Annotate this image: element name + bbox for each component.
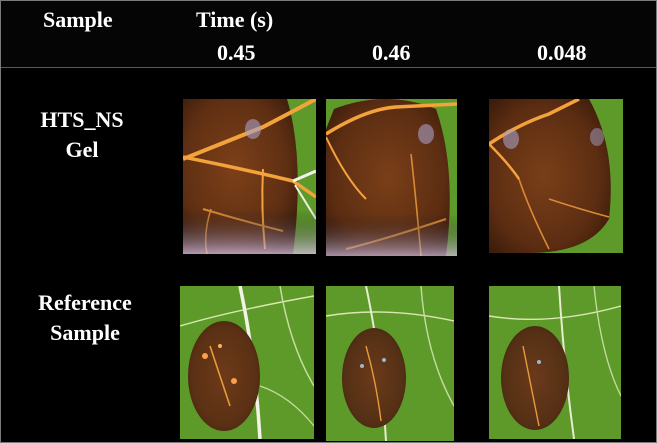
time-column-header: Time (s) — [196, 7, 274, 32]
time-label-3: 0.048 — [537, 40, 587, 65]
header-band — [1, 1, 656, 67]
sample-column-header: Sample — [43, 7, 113, 32]
hts-ns-gel-image-t2 — [326, 99, 457, 256]
time-label-2: 0.46 — [372, 40, 411, 65]
reference-sample-image-t1 — [180, 286, 314, 439]
row-label-reference-line2: Sample — [50, 320, 120, 345]
hts-ns-gel-image-t1 — [183, 99, 316, 254]
reference-sample-image-t2 — [326, 286, 454, 441]
header-divider — [1, 67, 656, 68]
row-label-reference-line1: Reference — [38, 290, 132, 315]
row-label-hts-ns-line2: Gel — [65, 137, 99, 162]
hts-ns-gel-image-t3 — [489, 99, 623, 253]
reference-sample-image-t3 — [489, 286, 621, 439]
row-label-hts-ns-line1: HTS_NS — [40, 107, 124, 132]
time-label-1: 0.45 — [217, 40, 256, 65]
